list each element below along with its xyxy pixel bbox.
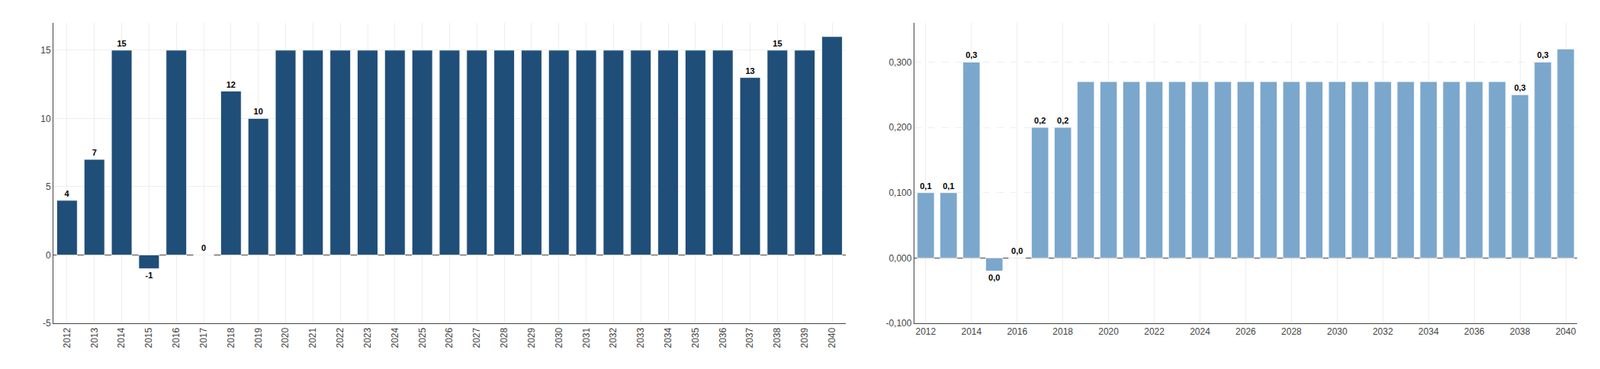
svg-text:2032: 2032 (1372, 326, 1394, 338)
svg-text:0,000: 0,000 (888, 253, 912, 264)
svg-text:2037: 2037 (744, 327, 756, 348)
svg-text:7: 7 (92, 147, 97, 158)
svg-text:0: 0 (201, 243, 206, 253)
svg-text:2026: 2026 (443, 327, 455, 348)
svg-text:0,3: 0,3 (1536, 50, 1549, 60)
svg-text:2031: 2031 (581, 327, 592, 348)
svg-text:0,300: 0,300 (888, 57, 912, 68)
svg-text:2026: 2026 (1235, 326, 1257, 338)
svg-text:0,2: 0,2 (1034, 115, 1046, 126)
svg-text:2034: 2034 (662, 327, 674, 348)
svg-text:0: 0 (45, 250, 52, 261)
svg-text:0,200: 0,200 (888, 122, 912, 133)
svg-text:2015: 2015 (143, 327, 155, 348)
svg-text:2028: 2028 (1281, 326, 1302, 338)
svg-text:2029: 2029 (526, 327, 537, 348)
svg-text:0,3: 0,3 (1513, 83, 1526, 93)
svg-text:2018: 2018 (1052, 326, 1074, 338)
svg-text:10: 10 (40, 113, 52, 125)
svg-text:13: 13 (745, 66, 755, 76)
svg-text:5: 5 (45, 181, 52, 193)
svg-text:2030: 2030 (553, 327, 565, 348)
svg-text:2032: 2032 (607, 327, 619, 348)
svg-text:0,1: 0,1 (919, 181, 932, 191)
svg-text:2012: 2012 (915, 326, 937, 338)
svg-text:15: 15 (772, 38, 782, 49)
svg-text:2024: 2024 (1189, 326, 1211, 338)
svg-text:0,100: 0,100 (888, 187, 912, 199)
svg-text:0,0: 0,0 (1011, 246, 1023, 256)
svg-text:2024: 2024 (389, 327, 401, 348)
svg-text:4: 4 (64, 189, 70, 199)
svg-text:0,0: 0,0 (988, 273, 1000, 283)
svg-text:2018: 2018 (225, 327, 237, 348)
svg-text:2035: 2035 (690, 327, 701, 348)
svg-text:2022: 2022 (334, 327, 346, 348)
svg-text:12: 12 (226, 80, 236, 90)
svg-text:2023: 2023 (362, 327, 373, 348)
svg-text:2036: 2036 (717, 327, 729, 348)
svg-text:2039: 2039 (799, 327, 810, 348)
svg-text:2034: 2034 (1418, 326, 1440, 338)
svg-text:0,3: 0,3 (965, 50, 977, 60)
svg-text:-0,100: -0,100 (885, 318, 912, 329)
svg-text:2033: 2033 (635, 327, 646, 348)
svg-text:0,2: 0,2 (1057, 115, 1069, 126)
svg-text:15: 15 (40, 44, 52, 56)
svg-text:15: 15 (116, 38, 126, 49)
svg-text:2019: 2019 (253, 327, 264, 348)
svg-text:2036: 2036 (1464, 326, 1485, 338)
svg-text:2013: 2013 (89, 327, 100, 348)
svg-text:2027: 2027 (471, 327, 482, 348)
svg-text:2016: 2016 (1006, 326, 1028, 338)
svg-text:2020: 2020 (1098, 326, 1119, 338)
svg-text:2038: 2038 (1510, 326, 1531, 338)
svg-text:0,1: 0,1 (942, 181, 955, 191)
svg-text:10: 10 (253, 106, 264, 116)
svg-text:2040: 2040 (826, 327, 838, 348)
svg-text:2012: 2012 (61, 327, 73, 348)
svg-text:2014: 2014 (115, 327, 127, 348)
svg-text:2030: 2030 (1326, 326, 1348, 338)
svg-text:-5: -5 (42, 318, 52, 329)
svg-text:2028: 2028 (498, 327, 510, 348)
svg-text:2014: 2014 (960, 326, 982, 338)
svg-text:2020: 2020 (279, 327, 291, 348)
svg-text:2021: 2021 (307, 327, 319, 348)
svg-text:-1: -1 (145, 270, 154, 280)
svg-text:2040: 2040 (1555, 326, 1577, 338)
svg-text:2038: 2038 (771, 327, 783, 348)
svg-text:2025: 2025 (417, 327, 428, 348)
svg-text:2017: 2017 (198, 327, 209, 348)
svg-text:2016: 2016 (170, 327, 182, 348)
svg-text:2022: 2022 (1143, 326, 1165, 338)
